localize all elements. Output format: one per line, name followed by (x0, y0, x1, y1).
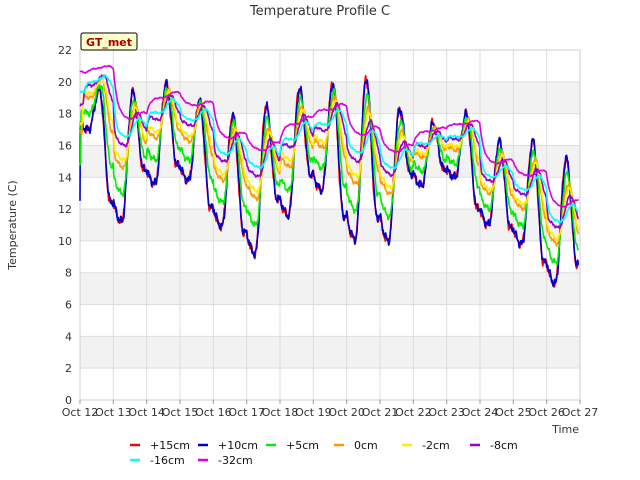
y-tick-label: 20 (58, 76, 72, 89)
legend-label: -2cm (422, 439, 450, 452)
x-tick-label: Oct 18 (262, 406, 299, 419)
y-tick-label: 2 (65, 362, 72, 375)
x-tick-label: Oct 12 (62, 406, 99, 419)
chart-title: Temperature Profile C (249, 4, 390, 19)
legend-item: -2cm (402, 439, 450, 452)
x-tick-label: Oct 13 (95, 406, 132, 419)
x-tick-label: Oct 16 (195, 406, 232, 419)
x-tick-label: Oct 19 (295, 406, 332, 419)
x-tick-label: Oct 25 (495, 406, 532, 419)
plot-band (80, 336, 580, 369)
legend-item: +5cm (266, 439, 319, 452)
series-line-6 (79, 74, 579, 224)
plot-band (80, 209, 580, 241)
y-tick-label: 4 (65, 330, 72, 343)
plot-frame (79, 49, 581, 401)
y-tick-label: 22 (58, 44, 72, 57)
x-tick-label: Oct 15 (162, 406, 199, 419)
series-lines (79, 64, 580, 288)
legend-label: 0cm (354, 439, 378, 452)
legend-label: -32cm (218, 454, 253, 467)
y-tick-label: 12 (58, 203, 72, 216)
legend-label: +10cm (218, 439, 258, 452)
legend-item: -16cm (130, 454, 185, 467)
x-tick-label: Oct 23 (428, 406, 465, 419)
y-tick-label: 8 (65, 267, 72, 280)
y-tick-label: 0 (65, 394, 72, 407)
legend: +15cm +10cm +5cm 0cm -2cm -8cm -16cm -32cm (130, 439, 518, 467)
legend-item: 0cm (334, 439, 378, 452)
legend-item: -8cm (470, 439, 518, 452)
legend-label: +15cm (150, 439, 190, 452)
x-tick-label: Oct 14 (128, 406, 165, 419)
y-axis-ticks: 0 2 4 6 8 10 12 14 16 18 20 22 (58, 44, 72, 407)
y-tick-label: 18 (58, 108, 72, 121)
legend-label: -8cm (490, 439, 518, 452)
y-tick-label: 16 (58, 139, 72, 152)
x-tick-label: Oct 27 (562, 406, 599, 419)
badge-label: GT_met (86, 36, 132, 49)
y-tick-label: 10 (58, 235, 72, 248)
x-tick-label: Oct 24 (462, 406, 499, 419)
legend-label: -16cm (150, 454, 185, 467)
badge: GT_met (80, 32, 138, 51)
x-tick-label: Oct 21 (362, 406, 399, 419)
x-tick-label: Oct 20 (328, 406, 365, 419)
x-tick-label: Oct 17 (228, 406, 265, 419)
legend-item: -32cm (198, 454, 253, 467)
x-tick-label: Oct 26 (528, 406, 565, 419)
y-tick-label: 14 (58, 171, 72, 184)
x-axis-label: Time (551, 423, 579, 436)
plot-band (80, 272, 580, 305)
legend-label: +5cm (286, 439, 319, 452)
x-tick-label: Oct 22 (395, 406, 432, 419)
y-tick-label: 6 (65, 299, 72, 312)
badge-box (80, 32, 138, 51)
y-axis-label: Temperature (C) (6, 180, 19, 270)
legend-item: +10cm (198, 439, 258, 452)
legend-item: +15cm (130, 439, 190, 452)
series-line-7 (79, 64, 580, 208)
